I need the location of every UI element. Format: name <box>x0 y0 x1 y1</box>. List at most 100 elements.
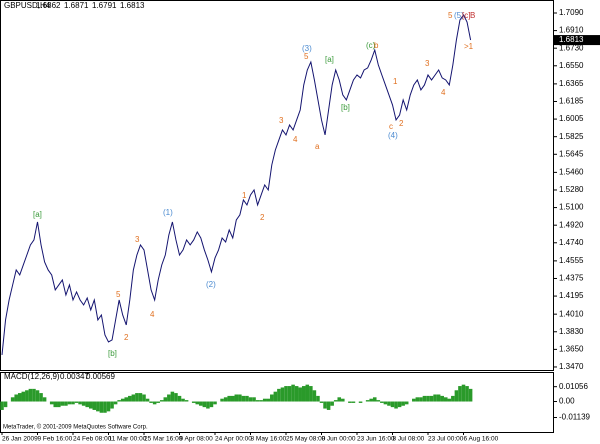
macd-bar <box>330 401 334 406</box>
x-tick-label: 8 Jul 08:00 <box>393 436 425 443</box>
x-tick-label: 25 May 08:00 <box>286 436 326 443</box>
y-tick-label: 1.4555 <box>559 256 584 265</box>
x-tick-label: 23 Jun 16:00 <box>357 436 395 443</box>
wave-label: (4) <box>388 131 398 140</box>
macd-bar <box>234 394 239 402</box>
wave-label: [b] <box>341 103 350 112</box>
macd-bar <box>433 394 437 402</box>
x-tick-label: 9 Jun 00:00 <box>322 436 356 443</box>
x-tick-label: 9 Feb 16:00 <box>38 436 73 443</box>
macd-bar <box>227 395 231 402</box>
wave-label: 5 <box>304 52 309 61</box>
wave-label: 2 <box>260 213 265 222</box>
macd-bar <box>135 393 139 402</box>
macd-bar <box>326 401 331 410</box>
macd-bar <box>429 395 434 402</box>
macd-bar <box>394 401 398 409</box>
wave-label: [c] <box>462 11 470 20</box>
macd-bar <box>199 401 203 406</box>
macd-bar <box>25 390 29 402</box>
macd-bar <box>323 401 327 409</box>
macd-bar <box>92 401 97 410</box>
macd-bar <box>17 393 22 402</box>
macd-bar <box>213 401 217 405</box>
macd-bar <box>436 394 441 402</box>
wave-label: 4 <box>150 310 155 319</box>
x-tick-label: 9 Apr 08:00 <box>180 436 214 443</box>
macd-bar <box>85 401 89 408</box>
macd-bar <box>358 401 363 403</box>
y-tick-label: 1.5645 <box>559 149 584 158</box>
macd-bar <box>21 391 26 402</box>
macd-bar <box>301 386 306 402</box>
x-tick-label: 24 Apr 00:00 <box>215 436 252 443</box>
low-value: 1.6791 <box>92 1 117 10</box>
y-tick-label: 1.5100 <box>559 203 584 212</box>
macd-bar <box>131 394 136 402</box>
macd-bar <box>145 398 150 402</box>
wave-label: B <box>470 11 475 20</box>
macd-bar <box>337 397 342 402</box>
wave-label: [a] <box>33 210 42 219</box>
macd-bar <box>181 398 185 402</box>
macd-bar <box>81 401 86 406</box>
macd-bar <box>280 387 285 402</box>
x-tick-label: 25 Mar 16:00 <box>144 436 183 443</box>
y-tick-label: 1.3470 <box>559 362 584 371</box>
x-tick-label: 6 Aug 16:00 <box>464 436 499 443</box>
y-tick-label: 1.5825 <box>559 132 584 141</box>
macd-bar <box>316 395 320 402</box>
macd-bar <box>266 398 271 402</box>
y-tick-label: 1.4375 <box>559 274 584 283</box>
y-tick-label: 1.6550 <box>559 61 584 70</box>
macd-bar <box>255 400 260 402</box>
macd-bar <box>195 401 200 405</box>
y-tick-label: 1.3650 <box>559 344 584 353</box>
macd-bar <box>309 386 313 402</box>
wave-label: (3) <box>302 44 312 53</box>
macd-bar <box>64 401 68 406</box>
macd-bar <box>223 397 228 402</box>
macd-bar <box>341 398 345 402</box>
macd-bar <box>103 401 107 413</box>
macd-bar <box>312 390 317 402</box>
wave-label: 2 <box>399 119 404 128</box>
macd-bar <box>298 387 302 402</box>
macd-bar <box>49 401 54 405</box>
macd-bar <box>159 400 164 402</box>
wave-label: 3 <box>425 59 430 68</box>
y-tick-label: 1.5280 <box>559 185 584 194</box>
macd-bar <box>259 400 263 402</box>
macd-bar <box>458 386 462 402</box>
macd-bar <box>348 401 352 403</box>
price-line <box>1 13 472 355</box>
y-tick-label: 1.4920 <box>559 220 584 229</box>
macd-bar <box>57 401 61 408</box>
macd-bar <box>284 386 288 402</box>
macd-bar <box>415 397 420 402</box>
macd-bar <box>113 401 118 405</box>
macd-bar <box>202 401 207 408</box>
macd-bar <box>277 388 281 402</box>
macd-bar <box>440 395 444 402</box>
macd-bar <box>270 394 274 402</box>
macd-bar <box>177 395 182 402</box>
macd-bar <box>174 393 178 402</box>
macd-bar <box>42 397 47 402</box>
x-tick-label: 24 Feb 08:00 <box>73 436 112 443</box>
macd-bar <box>35 390 40 402</box>
macd-bar <box>248 397 253 402</box>
wave-label: (1) <box>163 208 173 217</box>
macd-bar <box>245 395 249 402</box>
macd-bar <box>380 401 384 403</box>
macd-bar <box>333 400 338 402</box>
macd-bar <box>390 401 395 408</box>
y-tick-label: 1.4740 <box>559 238 584 247</box>
macd-signal: 0.00569 <box>86 372 115 381</box>
macd-bar <box>291 384 295 402</box>
wave-label: 5 <box>116 290 121 299</box>
wave-label: 1 <box>393 77 398 86</box>
macd-bar <box>209 401 214 408</box>
macd-bar <box>447 398 452 402</box>
